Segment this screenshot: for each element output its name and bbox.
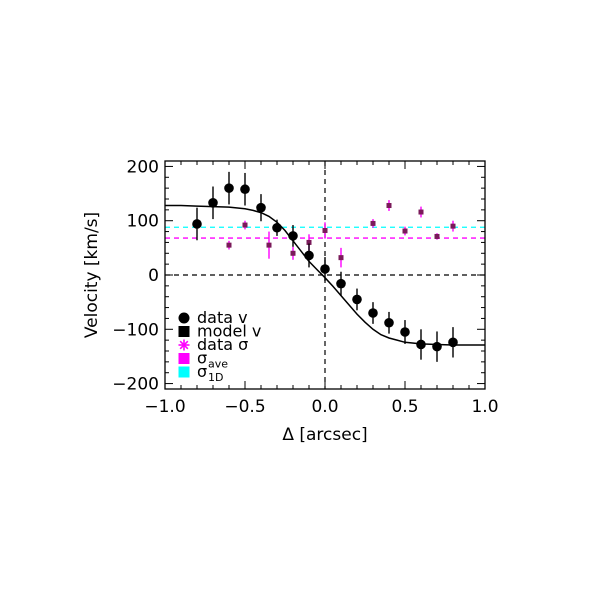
legend-subscript: ave [208,358,228,371]
sigma-point [450,223,456,229]
legend-circle-icon [178,312,190,324]
plot-area [165,161,485,389]
velocity-point [400,327,410,337]
sigma-point [322,227,328,233]
sigma-point [370,220,376,226]
velocity-point [224,183,234,193]
legend-label: σ [197,349,207,368]
legend-square-icon [178,326,190,337]
sigma-point [306,239,312,245]
velocity-point [288,231,298,241]
y-axis-title: Velocity [km/s] [82,212,102,338]
legend-label: data σ [197,335,248,354]
sigma-point [266,242,272,248]
velocity-point [272,222,282,233]
sigma-point [290,250,296,256]
sigma-point [242,222,248,228]
velocity-point [432,341,442,352]
y-tick-label: −100 [112,320,159,340]
sigma-point [402,228,408,234]
sigma-point [418,209,424,215]
x-tick-label: 0.0 [311,397,338,417]
x-tick-label: 1.0 [471,397,498,417]
x-axis-title: Δ [arcsec] [282,425,367,445]
legend-item: σ ave [178,349,228,371]
velocity-point [320,264,330,274]
x-tick-label: −1.0 [144,397,185,417]
sigma-point [434,233,440,239]
x-tick-label: 0.5 [391,397,418,417]
legend-item: model v [178,322,261,341]
legend-item: data σ [178,335,248,354]
velocity-point [368,308,378,318]
velocity-point [256,202,266,213]
legend-label: model v [197,322,261,341]
sigma-point [386,203,392,209]
y-tick-label: 0 [148,266,159,286]
y-tick-label: 200 [127,157,159,177]
velocity-point [448,337,458,348]
legend-square-icon [178,366,190,378]
legend-square-icon [178,353,190,364]
sigma-point [338,255,344,261]
y-tick-label: 100 [127,212,159,232]
velocity-point [240,184,250,195]
legend-label: σ [197,362,207,381]
x-tick-label: −0.5 [224,397,265,417]
velocity-point [192,219,202,229]
legend-label: data v [197,308,248,327]
sigma-point [226,242,232,248]
legend-subscript: 1D [208,371,223,384]
velocity-point [208,198,218,208]
axes-frame: −1.0 −0.5 0.0 0.5 1.0 200 100 0 −100 −200 [112,157,498,417]
velocity-point [416,339,426,350]
velocity-point [384,317,394,328]
legend-asterisk-icon [179,340,189,350]
y-tick-label: −200 [112,375,159,395]
legend-item: σ 1D [178,362,223,384]
velocity-point [336,278,346,289]
velocity-point [304,250,314,261]
legend-item: data v [178,308,248,327]
velocity-point [352,294,362,305]
